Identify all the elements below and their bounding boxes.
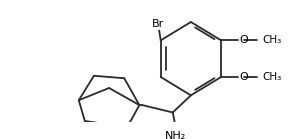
Text: O: O [239, 35, 248, 45]
Text: CH₃: CH₃ [263, 35, 282, 45]
Text: CH₃: CH₃ [263, 72, 282, 82]
Text: Br: Br [152, 19, 164, 29]
Text: O: O [239, 72, 248, 82]
Text: NH₂: NH₂ [165, 131, 186, 139]
